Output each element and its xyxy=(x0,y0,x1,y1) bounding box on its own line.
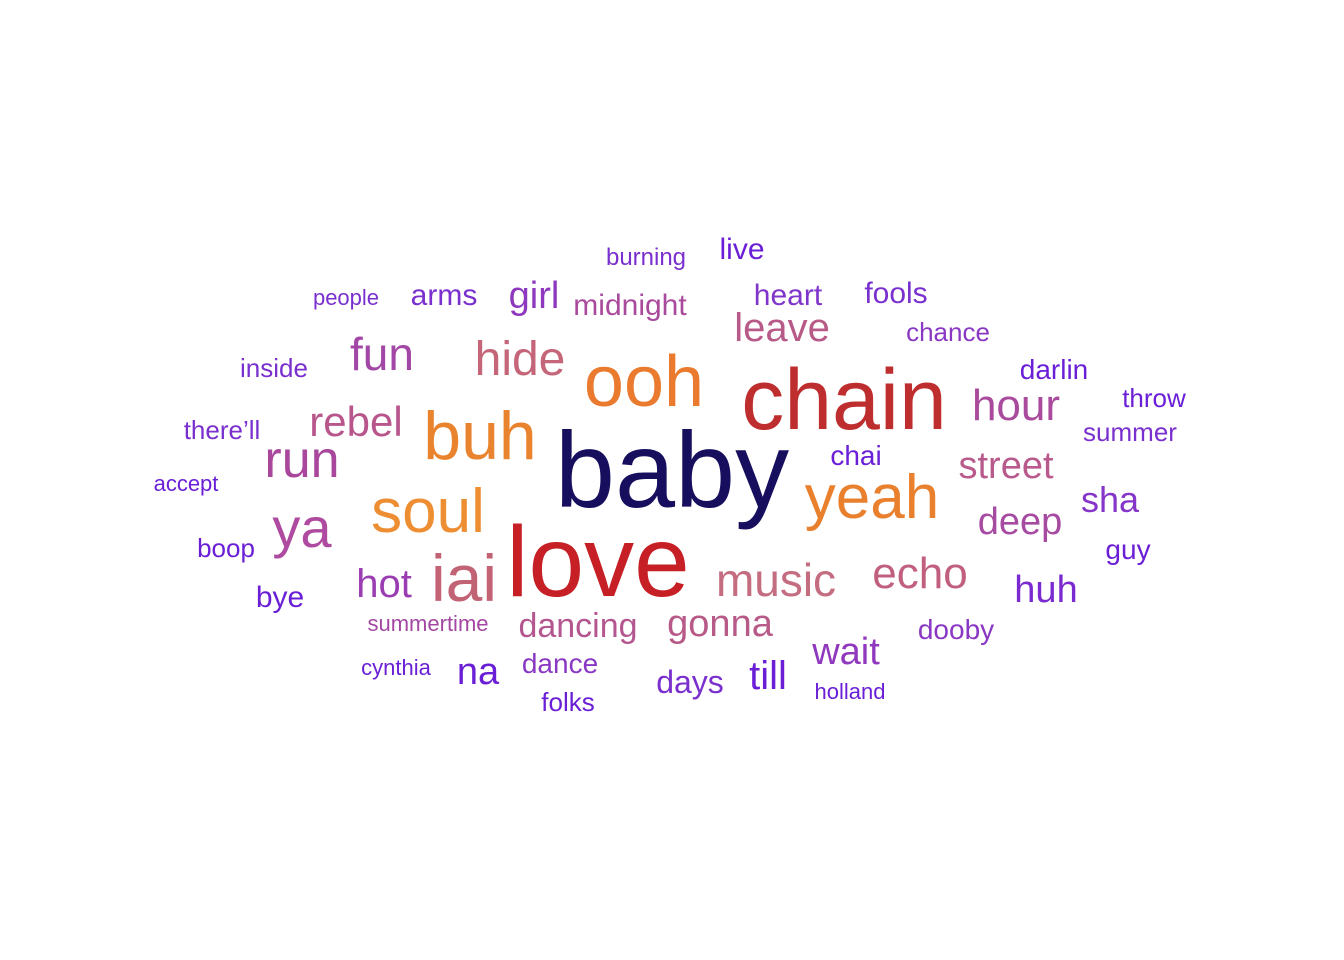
word-summer: summer xyxy=(1083,417,1177,447)
word-baby: baby xyxy=(554,409,790,530)
word-deep: deep xyxy=(977,501,1063,543)
word-street: street xyxy=(958,445,1054,487)
word-girl: girl xyxy=(508,275,560,317)
word-chai: chai xyxy=(830,440,882,471)
word-sha: sha xyxy=(1080,479,1140,520)
word-throw: throw xyxy=(1122,383,1186,413)
word-hot: hot xyxy=(356,562,412,606)
word-people: people xyxy=(312,285,380,310)
word-wait: wait xyxy=(812,631,880,673)
word-midnight: midnight xyxy=(573,289,687,322)
word-fun: fun xyxy=(350,328,414,380)
word-accept: accept xyxy=(153,471,219,496)
word-heart: heart xyxy=(753,279,823,312)
word-arms: arms xyxy=(410,279,478,312)
word-dooby: dooby xyxy=(917,614,995,645)
word-ooh: ooh xyxy=(583,342,705,422)
word-burning: burning xyxy=(605,244,687,271)
word-music: music xyxy=(715,554,837,606)
word-na: na xyxy=(456,651,500,693)
word-live: live xyxy=(719,233,765,266)
word-dance: dance xyxy=(521,648,599,679)
word-chain: chain xyxy=(741,352,947,448)
word-guy: guy xyxy=(1105,534,1151,565)
word-folks: folks xyxy=(541,687,595,717)
word-iai: iai xyxy=(430,541,498,615)
word-echo: echo xyxy=(872,549,968,598)
word-holland: holland xyxy=(814,679,886,704)
word-rebel: rebel xyxy=(309,398,403,445)
word-huh: huh xyxy=(1014,569,1078,611)
word-gonna: gonna xyxy=(667,603,773,645)
word-buh: buh xyxy=(423,398,537,474)
word-chance: chance xyxy=(906,317,990,347)
word-fools: fools xyxy=(864,277,928,310)
word-run: run xyxy=(264,431,340,489)
word-cynthia: cynthia xyxy=(361,655,431,680)
word-hour: hour xyxy=(971,381,1061,430)
word-soul: soul xyxy=(371,477,485,546)
word-darlin: darlin xyxy=(1019,354,1089,385)
word-dancing: dancing xyxy=(518,607,638,645)
word-boop: boop xyxy=(197,533,255,563)
word-hide: hide xyxy=(474,333,566,386)
word-leave: leave xyxy=(734,306,830,350)
word-summertime: summertime xyxy=(367,611,489,636)
word-ya: ya xyxy=(272,496,332,559)
word-days: days xyxy=(656,664,724,700)
word-till: till xyxy=(749,654,787,698)
word-yeah: yeah xyxy=(804,463,940,532)
word-love: love xyxy=(506,506,690,618)
word-there-ll: there’ll xyxy=(183,415,261,445)
word-inside: inside xyxy=(240,353,308,383)
word-bye: bye xyxy=(255,581,305,614)
